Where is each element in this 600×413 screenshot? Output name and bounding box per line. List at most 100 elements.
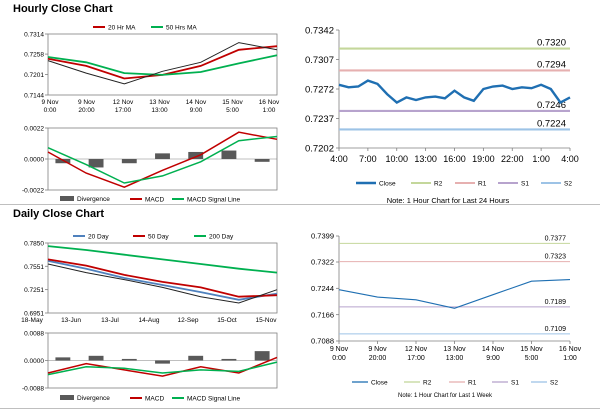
bottom-divider (0, 408, 600, 409)
daily-price-xtick-label: 13-Jun (61, 317, 81, 324)
hourly-price-xtick-line2: 1:00 (263, 107, 276, 114)
last24-xtick-label: 4:00 (561, 154, 579, 164)
hourly-price-xtick-line2: 13:00 (151, 107, 168, 114)
hourly-legend-50hr-label: 50 Hrs MA (166, 25, 197, 32)
daily-price-series-line (47, 263, 278, 304)
daily-price-ytick-label: 0.7551 (24, 264, 44, 271)
lastweek-xtick-line1: 9 Nov (368, 346, 387, 353)
hourly-macd-divergence-bar (221, 150, 237, 159)
daily-section-title: Daily Close Chart (13, 208, 105, 220)
hourly-price-frame (47, 33, 278, 96)
lastweek-xtick-line1: 13 Nov (443, 346, 466, 353)
last24-legend-s1-label: S1 (521, 181, 529, 188)
daily-macd-legend-macd-label: MACD (145, 396, 164, 403)
last24-note: Note: 1 Hour Chart for Last 24 Hours (387, 196, 510, 205)
hourly-macd-divergence-bar (88, 159, 104, 168)
hourly-price-xtick-line2: 5:00 (226, 107, 239, 114)
hourly-macd-divergence-bar (121, 159, 137, 164)
hourly-price-xtick-line2: 0:00 (44, 107, 57, 114)
last24-xtick-label: 4:00 (330, 154, 348, 164)
lastweek-xtick-line2: 1:00 (563, 355, 577, 362)
lastweek-xtick-line2: 13:00 (446, 355, 464, 362)
daily-macd-divergence-bar (188, 355, 204, 361)
last24-ytick-label: 0.7342 (305, 25, 334, 36)
hourly-price-series-line (47, 54, 278, 76)
hourly-price-ytick-label: 0.7144 (24, 93, 44, 100)
lastweek-legend-s2-label: S2 (550, 380, 558, 387)
daily-legend-20day-label: 20 Day (88, 234, 109, 241)
hourly-price-xtick-line1: 12 Nov (113, 99, 134, 106)
daily-price-frame (47, 242, 278, 314)
daily-price-ytick-label: 0.7850 (24, 241, 44, 248)
daily-legend-50day-label: 50 Day (148, 234, 169, 241)
hourly-price-xtick-line2: 9:00 (190, 107, 203, 114)
lastweek-xtick-line2: 20:00 (369, 355, 387, 362)
daily-macd-signal-line (47, 361, 278, 376)
lastweek-level-r2-label: 0.7377 (545, 235, 567, 242)
last24-level-s1-label: 0.7246 (537, 100, 566, 111)
daily-macd-macd-line (47, 356, 278, 377)
hourly-macd-divergence-bar (188, 151, 204, 159)
hourly-macd-legend-macd-label: MACD (145, 197, 164, 204)
hourly-price-xtick-line2: 20:00 (78, 107, 95, 114)
hourly-macd-macd-line (47, 131, 278, 189)
hourly-price-ytick-label: 0.7258 (24, 52, 44, 59)
lastweek-xtick-line2: 9:00 (486, 355, 500, 362)
daily-price-xtick-label: 15-Oct (217, 317, 237, 324)
lastweek-legend-r2-label: R2 (423, 380, 432, 387)
daily-price-ytick-label: 0.7251 (24, 287, 44, 294)
daily-macd-legend-divergence-swatch (60, 395, 74, 400)
hourly-price-xtick-line1: 16 Nov (259, 99, 280, 106)
last24-xtick-label: 19:00 (472, 154, 495, 164)
last24-level-r1-label: 0.7294 (537, 59, 566, 70)
last24-ytick-label: 0.7307 (305, 55, 334, 66)
last24-legend-r1-label: R1 (478, 181, 487, 188)
daily-macd-divergence-bar (254, 351, 270, 361)
hourly-macd-divergence-bar (55, 159, 71, 164)
daily-legend-200day-label: 200 Day (209, 234, 234, 241)
daily-price-series-line (47, 260, 278, 301)
daily-macd-divergence-bar (88, 355, 104, 361)
daily-macd-ytick-label: 0.0088 (24, 331, 44, 338)
hourly-price-ytick-label: 0.7201 (24, 72, 44, 79)
daily-price-xtick-label: 15-Nov (256, 317, 278, 324)
daily-macd-divergence-bar (155, 360, 170, 364)
last24-xtick-label: 7:00 (359, 154, 377, 164)
hourly-macd-legend-divergence-label: Divergence (77, 196, 110, 203)
lastweek-legend-close-label: Close (371, 380, 388, 387)
last24-ytick-label: 0.7202 (305, 143, 334, 154)
hourly-price-xtick-line1: 14 Nov (186, 99, 207, 106)
lastweek-legend-s1-label: S1 (511, 380, 519, 387)
hourly-price-xtick-line1: 9 Nov (78, 99, 96, 106)
last24-level-r2-label: 0.7320 (537, 38, 566, 49)
daily-macd-divergence-bar (121, 358, 137, 361)
daily-price-series-line (47, 245, 278, 274)
lastweek-xtick-line1: 14 Nov (482, 346, 505, 353)
lastweek-note: Note: 1 Hour Chart for Last 1 Week (398, 393, 493, 399)
hourly-price-xtick-line1: 15 Nov (222, 99, 243, 106)
daily-macd-legend-divergence-label: Divergence (77, 395, 110, 402)
last24-legend-r2-label: R2 (434, 181, 443, 188)
last24-xtick-label: 13:00 (414, 154, 437, 164)
hourly-price-ytick-label: 0.7314 (24, 32, 44, 39)
lastweek-ytick-label: 0.7088 (311, 337, 334, 346)
last24-xtick-label: 16:00 (443, 154, 466, 164)
lastweek-ytick-label: 0.7322 (311, 258, 334, 267)
hourly-macd-signal-line (47, 135, 278, 184)
lastweek-xtick-line1: 9 Nov (330, 346, 349, 353)
daily-price-xtick-label: 12-Sep (178, 317, 199, 324)
last24-close-line (338, 79, 571, 105)
lastweek-xtick-line2: 5:00 (525, 355, 539, 362)
daily-price-xtick-label: 14-Aug (139, 317, 160, 324)
hourly-section-title: Hourly Close Chart (13, 3, 113, 15)
hourly-macd-ytick-label: 0.0000 (24, 157, 44, 164)
lastweek-ytick-label: 0.7399 (311, 232, 334, 241)
hourly-price-xtick-line1: 9 Nov (42, 99, 60, 106)
daily-macd-ytick-label: -0.0088 (22, 386, 44, 393)
daily-macd-ytick-label: 0.0000 (24, 358, 44, 365)
hourly-price-series-line (47, 42, 278, 85)
daily-macd-legend-signal-label: MACD Signal Line (187, 396, 240, 403)
last24-xtick-label: 22:00 (501, 154, 524, 164)
daily-macd-divergence-bar (55, 357, 71, 361)
